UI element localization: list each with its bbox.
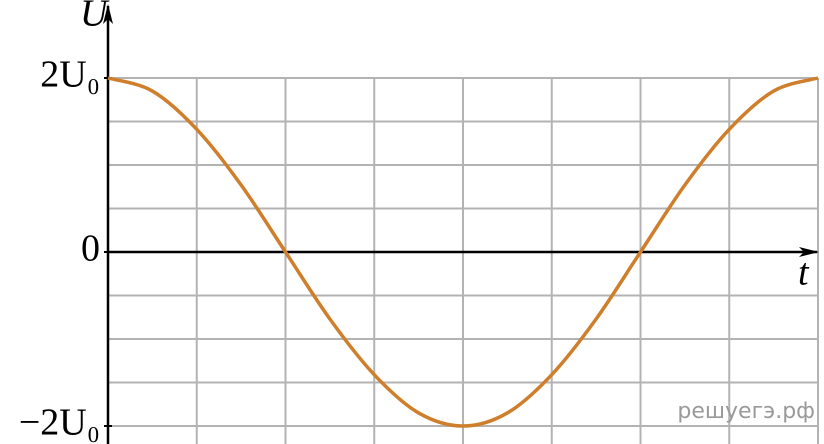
y-tick-label: −2U₀ <box>19 402 100 444</box>
y-tick-label: 2U₀ <box>40 54 100 96</box>
grid <box>107 77 819 444</box>
watermark: решуегэ.рф <box>677 399 815 424</box>
x-axis-label: t <box>798 252 810 294</box>
data-line <box>107 76 819 428</box>
y-axis-label: U <box>80 0 110 35</box>
y-tick-label: 0 <box>81 228 100 270</box>
